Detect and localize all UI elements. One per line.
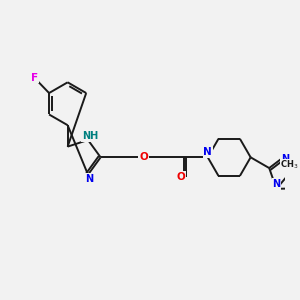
Text: F: F: [31, 73, 38, 82]
Text: O: O: [139, 152, 148, 162]
Text: O: O: [177, 172, 186, 182]
Text: N: N: [272, 179, 281, 189]
Text: N: N: [85, 174, 93, 184]
Text: N: N: [203, 147, 212, 157]
Text: CH$_3$: CH$_3$: [280, 159, 299, 172]
Text: NH: NH: [82, 131, 98, 141]
Text: N: N: [281, 154, 290, 164]
